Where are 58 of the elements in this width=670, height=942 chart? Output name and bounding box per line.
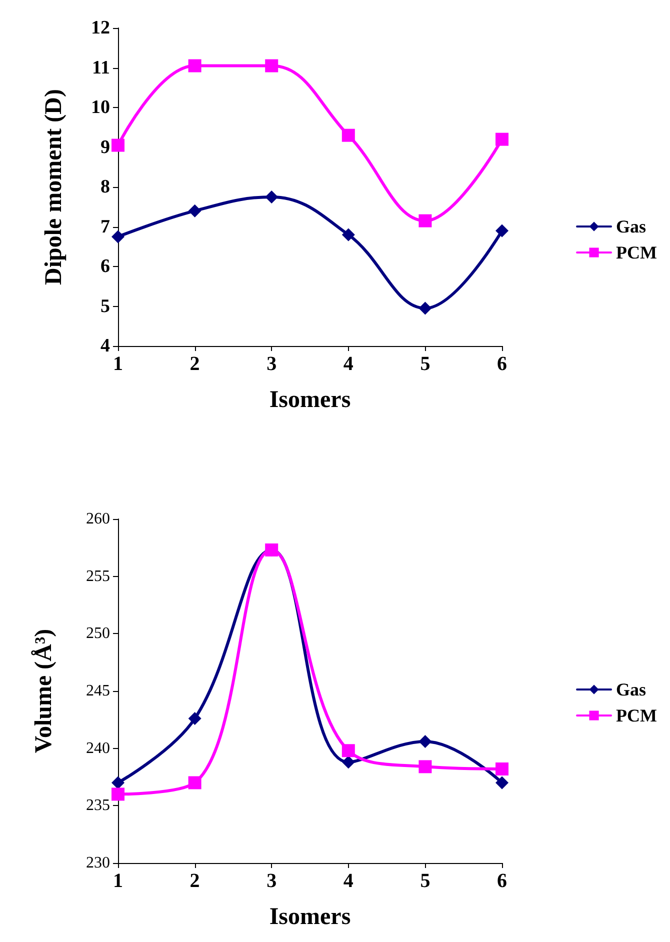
point [418, 302, 432, 315]
point [342, 756, 355, 769]
y-tick-label: 11 [92, 57, 110, 78]
y-tick-label: 245 [86, 682, 110, 700]
x-tick-label: 2 [190, 870, 200, 892]
y-tick-label: 6 [100, 256, 110, 277]
y-tick-label: 240 [86, 740, 110, 757]
x-tick-label: 1 [113, 353, 123, 375]
x-tick-label: 6 [497, 353, 507, 375]
point [418, 760, 432, 774]
legend-label: PCM [616, 706, 658, 726]
y-tick-label: 260 [86, 510, 110, 528]
point [112, 230, 124, 244]
y-tick-label: 10 [91, 97, 110, 118]
y-tick-label: 8 [100, 176, 110, 198]
x-axis-title: Isomers [269, 904, 351, 930]
y-axis-title: Volume (Å³) [31, 628, 57, 754]
y-tick-label: 9 [100, 136, 110, 158]
point [418, 734, 432, 748]
y-axis-title: Dipole moment (D) [41, 89, 67, 285]
point [496, 224, 508, 238]
point [188, 776, 202, 790]
y-tick-label: 230 [86, 854, 110, 872]
x-tick-label: 4 [343, 870, 354, 892]
y-tick-label: 5 [100, 296, 110, 317]
x-tick-label: 3 [266, 353, 277, 375]
x-tick-label: 6 [497, 870, 507, 892]
legend-label: PCM [616, 242, 658, 262]
point [418, 214, 432, 228]
x-tick-label: 2 [190, 353, 200, 375]
y-tick-label: 4 [100, 336, 110, 356]
point [265, 190, 278, 204]
point [188, 204, 202, 218]
y-tick-label: 7 [100, 216, 110, 238]
point [342, 128, 355, 142]
point [496, 776, 508, 790]
y-tick-label: 255 [86, 568, 110, 585]
x-tick-label: 5 [420, 353, 430, 375]
x-tick-label: 4 [343, 353, 354, 375]
x-axis-title: Isomers [269, 387, 351, 413]
point [112, 788, 124, 801]
x-tick-label: 5 [420, 870, 430, 892]
point [342, 228, 355, 242]
point [112, 138, 124, 152]
point [112, 776, 124, 790]
x-tick-label: 1 [113, 870, 123, 892]
point [188, 712, 202, 726]
point [188, 59, 202, 72]
point [265, 59, 278, 72]
point [342, 744, 355, 758]
x-tick-label: 3 [266, 870, 277, 892]
legend-label: Gas [616, 216, 646, 236]
legend-label: Gas [616, 680, 646, 700]
y-tick-label: 250 [86, 625, 110, 642]
point [496, 132, 508, 146]
y-tick-label: 12 [91, 18, 110, 38]
y-tick-label: 235 [86, 797, 110, 814]
point [496, 762, 508, 776]
